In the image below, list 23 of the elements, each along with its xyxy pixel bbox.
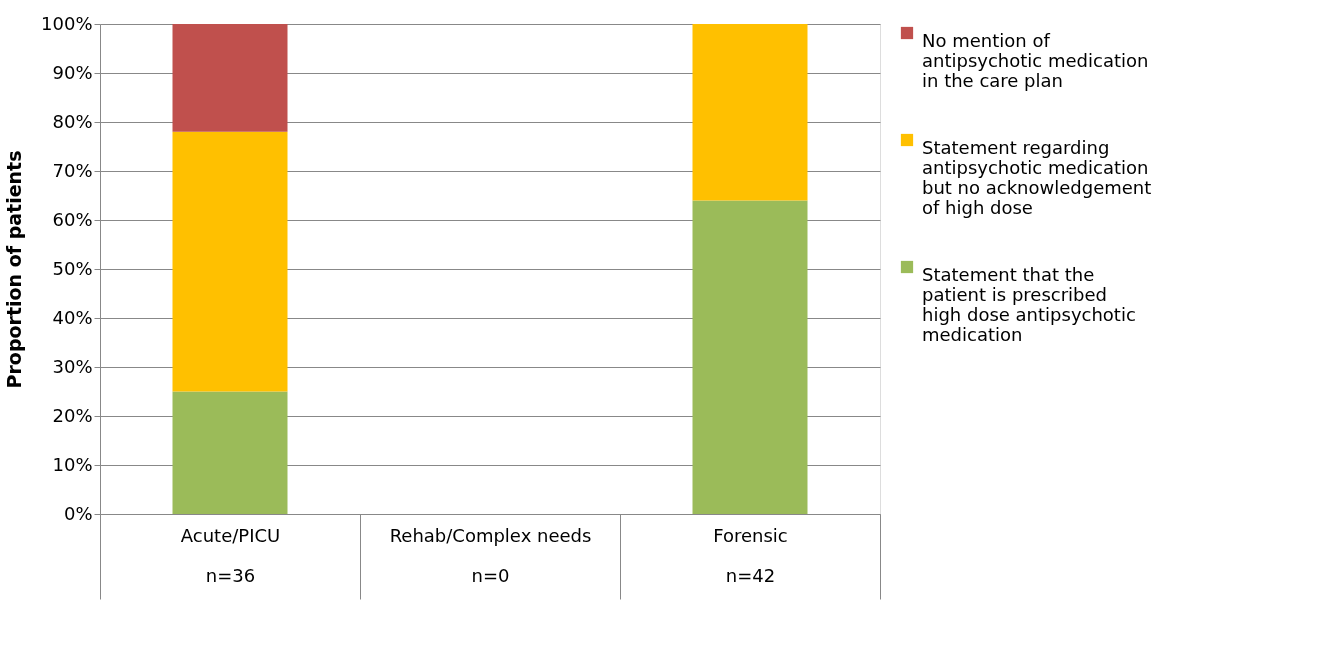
y-tick-label: 60% (52, 208, 93, 230)
x-tick-label: Rehab/Complex needs n=0 (389, 524, 592, 586)
legend-label: Statement that the patient is prescribed high dose antipsychotic medication (922, 264, 1136, 345)
bar (692, 200, 808, 514)
y-tick-label: 40% (52, 306, 93, 328)
x-tick-label: Forensic n=42 (713, 524, 788, 586)
bar (172, 131, 288, 392)
y-tick-label: 50% (52, 257, 93, 279)
y-tick-label: 90% (52, 61, 93, 83)
bar (692, 24, 808, 201)
y-tick-label: 10% (52, 453, 93, 475)
bar (172, 24, 288, 132)
y-tick-label: 80% (52, 110, 93, 132)
y-tick-label: 70% (52, 159, 93, 181)
y-axis-title: Proportion of patients (3, 150, 26, 389)
legend-label: No mention of antipsychotic medication in the care plan (922, 30, 1149, 91)
bar (172, 391, 288, 514)
y-tick-label: 100% (41, 12, 93, 34)
x-tick-label: Acute/PICU n=36 (180, 524, 281, 586)
y-tick-label: 30% (52, 355, 93, 377)
legend-label: Statement regarding antipsychotic medication but no acknowledgement of high dose (922, 137, 1152, 218)
y-tick-label: 0% (63, 502, 93, 524)
y-tick-label: 20% (52, 404, 93, 426)
